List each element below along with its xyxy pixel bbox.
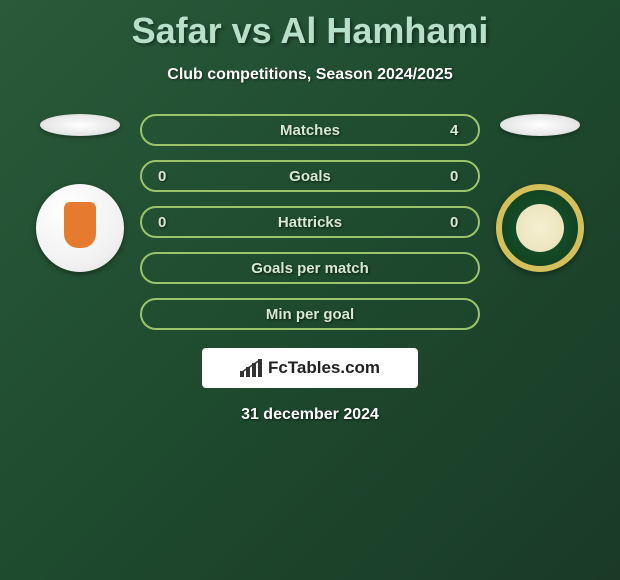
stats-list: Matches 4 0 Goals 0 0 Hattricks 0 Goals …: [140, 114, 480, 330]
stat-label: Hattricks: [278, 214, 342, 231]
left-oval-badge: [40, 114, 120, 136]
comparison-panel: Matches 4 0 Goals 0 0 Hattricks 0 Goals …: [0, 114, 620, 330]
stat-label: Min per goal: [266, 306, 354, 323]
stat-label: Goals per match: [251, 260, 369, 277]
right-oval-badge: [500, 114, 580, 136]
stat-row-min-per-goal: Min per goal: [140, 298, 480, 330]
stat-right-value: 4: [450, 122, 462, 139]
stat-label: Goals: [289, 168, 331, 185]
date-label: 31 december 2024: [0, 406, 620, 424]
stat-row-matches: Matches 4: [140, 114, 480, 146]
stat-left-value: 0: [158, 214, 170, 231]
brand-text: FcTables.com: [268, 358, 380, 378]
left-club-logo: [36, 184, 124, 272]
subtitle: Club competitions, Season 2024/2025: [0, 66, 620, 84]
bar-chart-icon: [240, 359, 262, 377]
stat-label: Matches: [280, 122, 340, 139]
right-club-logo: [496, 184, 584, 272]
page-title: Safar vs Al Hamhami: [0, 0, 620, 52]
stat-row-goals-per-match: Goals per match: [140, 252, 480, 284]
right-player-column: [490, 114, 590, 272]
brand-link[interactable]: FcTables.com: [202, 348, 418, 388]
stat-row-goals: 0 Goals 0: [140, 160, 480, 192]
stat-left-value: 0: [158, 168, 170, 185]
stat-row-hattricks: 0 Hattricks 0: [140, 206, 480, 238]
stat-right-value: 0: [450, 168, 462, 185]
left-player-column: [30, 114, 130, 272]
stat-right-value: 0: [450, 214, 462, 231]
